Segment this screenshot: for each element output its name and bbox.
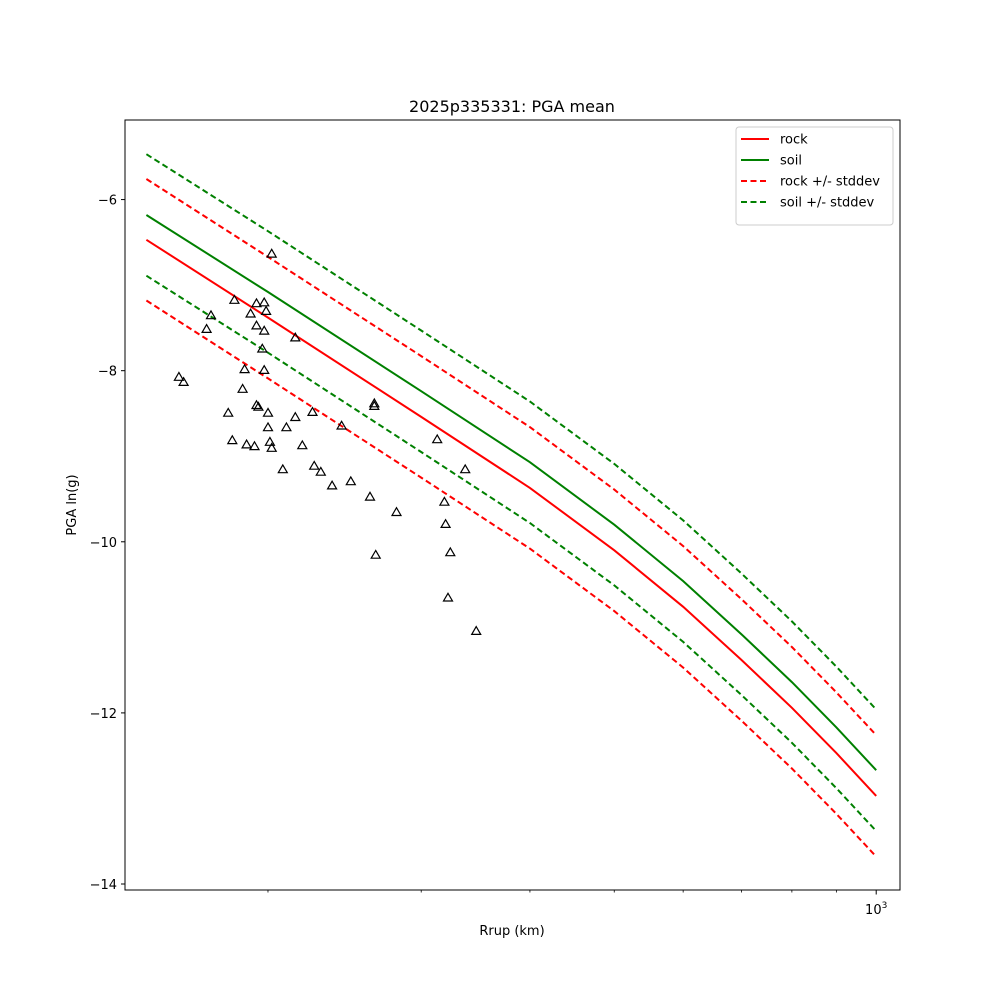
observation-point (431, 433, 443, 444)
legend-label-soil: soil (780, 154, 802, 169)
observation-point (262, 421, 274, 432)
observation-point (470, 625, 482, 636)
y-tick-label: −6 (98, 194, 117, 209)
observation-point (370, 549, 382, 559)
observation-point (444, 546, 456, 557)
observation-point (201, 323, 213, 333)
observation-point (258, 364, 270, 374)
series-line-soil-stddev-5 (145, 274, 877, 832)
observation-point (266, 248, 278, 258)
plot-frame (124, 119, 901, 891)
legend-box (735, 126, 894, 226)
x-axis: 103 (267, 890, 887, 918)
observation-point (345, 475, 357, 486)
observation-point (368, 400, 380, 410)
observation-point (237, 383, 249, 393)
observation-point (241, 438, 253, 449)
observation-point (250, 320, 263, 330)
y-axis-label: PGA ln(g) (65, 474, 80, 535)
observation-point (296, 439, 308, 450)
x-tick-label: 103 (865, 901, 887, 918)
chart-title: 2025p335331: PGA mean (409, 97, 615, 116)
observation-point (364, 491, 376, 501)
y-tick-label: −12 (90, 707, 117, 722)
y-tick-label: −10 (90, 536, 117, 551)
observation-point (205, 309, 217, 320)
observation-point (228, 294, 240, 304)
observation-point (262, 407, 274, 417)
observation-point (222, 407, 234, 417)
series-line-rock-stddev-2 (145, 178, 877, 736)
observation-point (390, 506, 403, 517)
observation-point (226, 434, 238, 445)
series-line-rock-0 (145, 238, 877, 797)
observation-point (256, 343, 268, 353)
observation-point (248, 440, 261, 451)
observation-point (250, 399, 263, 410)
legend: rock soil rock +/- stddev soil +/- stddev (735, 126, 894, 226)
observation-point (336, 420, 348, 430)
observation-point (308, 460, 320, 470)
series-line-soil-stddev-4 (145, 153, 877, 711)
series-layer (145, 153, 877, 858)
observation-point (178, 376, 190, 386)
observation-point (239, 363, 251, 374)
y-tick-label: −14 (90, 878, 117, 893)
observation-point (258, 296, 270, 307)
observation-point (277, 463, 289, 474)
series-line-soil-1 (145, 214, 877, 771)
observation-point (326, 480, 338, 490)
observation-point (289, 332, 301, 342)
observation-point (289, 411, 301, 422)
observation-point (280, 421, 292, 432)
observation-point (260, 305, 272, 315)
y-tick-label: −8 (98, 365, 117, 380)
observation-point (258, 325, 270, 335)
observation-point (459, 463, 471, 474)
observation-point (306, 406, 319, 416)
series-line-rock-stddev-3 (145, 299, 877, 858)
observation-point (442, 592, 454, 602)
observation-point (438, 496, 450, 506)
y-axis: −14 −12 −10 −8 −6 (90, 194, 125, 893)
observation-markers (173, 248, 482, 636)
observation-point (264, 436, 276, 446)
legend-label-soil-stddev: soil +/- stddev (780, 196, 875, 211)
legend-label-rock-stddev: rock +/- stddev (780, 175, 880, 190)
observation-point (368, 397, 380, 408)
x-axis-label: Rrup (km) (479, 924, 544, 939)
legend-label-rock: rock (780, 133, 808, 148)
observation-point (173, 371, 185, 381)
observation-point (266, 442, 278, 452)
observation-point (315, 466, 327, 476)
observation-point (245, 307, 257, 318)
observation-point (250, 297, 263, 308)
observation-point (440, 518, 452, 529)
observation-point (252, 401, 264, 411)
